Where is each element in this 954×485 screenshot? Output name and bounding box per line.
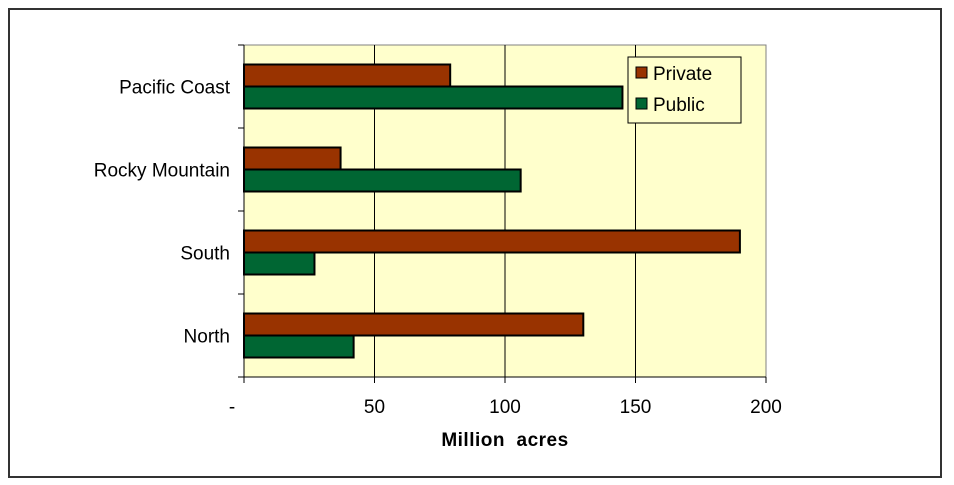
bar-private-south (243, 229, 741, 254)
category-label: North (184, 327, 230, 348)
legend-label-private: Private (653, 64, 712, 85)
x-axis-label: Million acres (441, 430, 568, 451)
bar-private-rocky-mountain (243, 146, 342, 171)
bar-private-pacific-coast (243, 63, 452, 88)
legend: Private Public (627, 56, 742, 124)
x-tick-label: 50 (364, 397, 385, 418)
legend-swatch-private (635, 66, 648, 79)
x-tick-label: 150 (620, 397, 652, 418)
category-label: Pacific Coast (119, 78, 231, 99)
bar-public-rocky-mountain (243, 168, 522, 193)
bar-public-north (243, 334, 355, 359)
x-tick-label: - (229, 397, 235, 418)
bar-public-south (243, 251, 316, 276)
x-tick-label: 200 (750, 397, 782, 418)
bar-public-pacific-coast (243, 85, 624, 110)
category-label: Rocky Mountain (94, 161, 230, 182)
legend-swatch-public (635, 97, 648, 110)
bar-private-north (243, 312, 585, 337)
category-label: South (180, 244, 230, 265)
legend-label-public: Public (653, 95, 705, 116)
x-tick-label: 100 (489, 397, 521, 418)
